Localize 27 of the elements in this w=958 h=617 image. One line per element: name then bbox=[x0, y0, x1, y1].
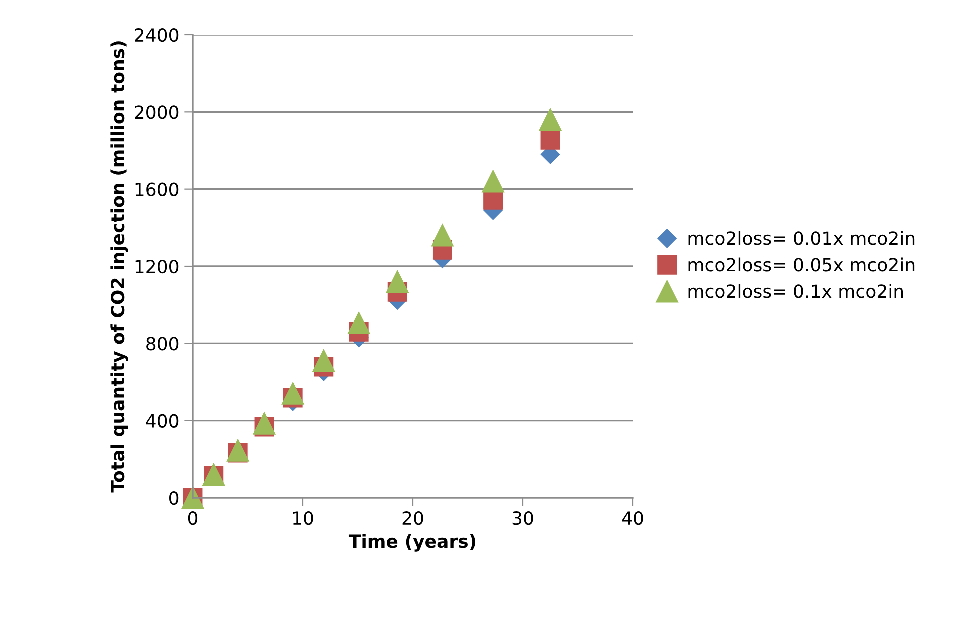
point bbox=[312, 350, 336, 372]
y-tick-label: 2000 bbox=[135, 106, 179, 120]
point bbox=[226, 440, 250, 462]
point bbox=[539, 108, 562, 131]
y-tick-label: 2400 bbox=[135, 28, 179, 42]
x-tick-label: 0 bbox=[188, 512, 198, 526]
y-tick-label: 1600 bbox=[136, 182, 179, 196]
x-tick-label: 40 bbox=[622, 512, 644, 526]
y-tick-label: 800 bbox=[146, 337, 179, 351]
point bbox=[282, 382, 304, 405]
x-tick-label: 10 bbox=[293, 512, 314, 526]
y-tick-label: 400 bbox=[146, 414, 179, 428]
x-tick-label: 30 bbox=[512, 512, 534, 526]
point bbox=[386, 270, 409, 294]
point bbox=[432, 224, 454, 247]
legend-label: mco2loss= 0.1x mco2in bbox=[688, 284, 904, 298]
x-axis-title: Time (years) bbox=[348, 534, 476, 552]
y-tick-label: 0 bbox=[170, 491, 179, 506]
point bbox=[540, 130, 560, 150]
legend-label: mco2loss= 0.05x mco2in bbox=[688, 258, 915, 272]
point bbox=[482, 170, 504, 193]
point bbox=[253, 412, 276, 435]
x-tick-label: 20 bbox=[402, 512, 424, 526]
y-axis-title: Total quantity of CO2 injection (million tons) bbox=[110, 42, 128, 493]
point bbox=[348, 312, 370, 335]
legend-label: mco2loss= 0.01x mco2in bbox=[688, 231, 915, 246]
y-tick-label: 1200 bbox=[136, 260, 179, 274]
